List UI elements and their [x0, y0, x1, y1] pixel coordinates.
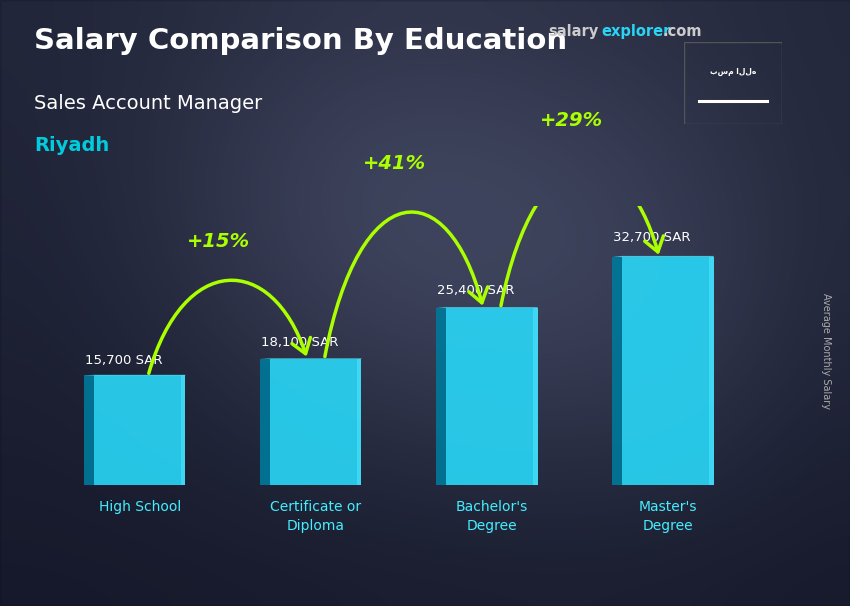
Text: 25,400 SAR: 25,400 SAR [437, 284, 514, 296]
Bar [612, 257, 622, 485]
Text: Riyadh: Riyadh [34, 136, 110, 155]
Bar [709, 257, 714, 485]
Text: Salary Comparison By Education: Salary Comparison By Education [34, 27, 567, 55]
FancyArrowPatch shape [325, 212, 488, 356]
Polygon shape [260, 358, 361, 359]
Text: Sales Account Manager: Sales Account Manager [34, 94, 263, 113]
Bar [94, 375, 185, 485]
Text: 32,700 SAR: 32,700 SAR [614, 231, 691, 244]
Text: Bachelor's
Degree: Bachelor's Degree [456, 500, 528, 533]
Text: Certificate or
Diploma: Certificate or Diploma [270, 500, 361, 533]
Text: +29%: +29% [540, 111, 603, 130]
Text: High School: High School [99, 500, 181, 514]
Bar [357, 359, 361, 485]
Polygon shape [612, 256, 714, 257]
FancyArrowPatch shape [501, 167, 664, 305]
Bar [446, 308, 537, 485]
Text: Average Monthly Salary: Average Monthly Salary [821, 293, 831, 410]
Text: 15,700 SAR: 15,700 SAR [85, 354, 162, 367]
Text: 18,100 SAR: 18,100 SAR [261, 336, 338, 350]
Bar [436, 308, 446, 485]
Polygon shape [436, 307, 537, 308]
Bar [622, 257, 714, 485]
Text: بسم الله: بسم الله [710, 67, 756, 76]
Text: salary: salary [548, 24, 598, 39]
Text: +15%: +15% [187, 232, 251, 251]
Text: +41%: +41% [364, 153, 427, 173]
Bar [270, 359, 361, 485]
Text: .com: .com [663, 24, 702, 39]
Bar [181, 375, 185, 485]
Text: Master's
Degree: Master's Degree [638, 500, 697, 533]
Bar [533, 308, 537, 485]
Bar [260, 359, 270, 485]
Text: explorer: explorer [601, 24, 671, 39]
Bar [84, 375, 94, 485]
FancyArrowPatch shape [149, 280, 310, 373]
